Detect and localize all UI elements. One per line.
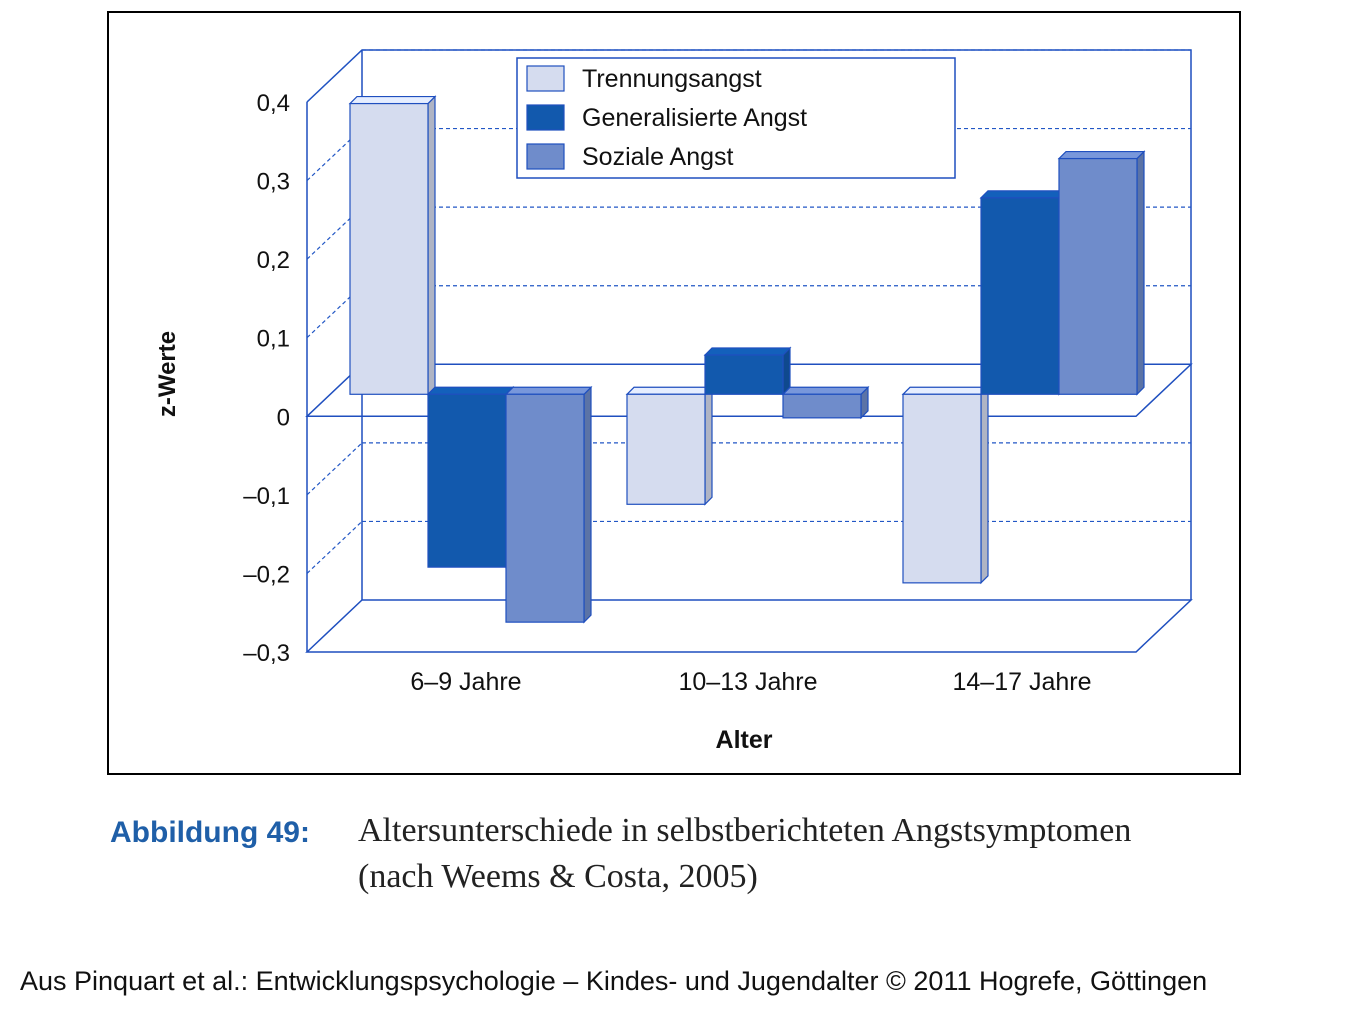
y-tick-label: 0,3	[257, 169, 290, 196]
y-tick-label: –0,2	[243, 561, 290, 588]
bar-front	[626, 393, 706, 505]
chart: 0,4 0,3 0,2 0,1 0 –0,1 –0,2 –0,3 6–9 Jahre 10–13…	[107, 11, 1241, 775]
legend-swatch	[526, 104, 565, 131]
legend-label: Soziale Angst	[582, 143, 734, 171]
caption-text-line1: Altersunterschiede in selbstberichteten …	[358, 812, 1132, 849]
y-tick-label: –0,3	[243, 640, 290, 667]
bar	[901, 385, 990, 585]
y-tick-label: 0	[277, 404, 290, 431]
bar-top	[979, 190, 1068, 199]
x-tick-label: 10–13 Jahre	[678, 668, 817, 696]
bar-top	[1057, 150, 1146, 160]
bar-front	[980, 197, 1060, 395]
source-credit: Aus Pinquart et al.: Entwicklungspsychol…	[20, 966, 1208, 996]
y-tick-label: 0,4	[257, 90, 290, 117]
y-tick-label: –0,1	[243, 483, 290, 510]
bar-front	[505, 393, 585, 623]
legend-swatch	[526, 65, 565, 92]
y-axis-ticks: 0,4 0,3 0,2 0,1 0 –0,1 –0,2 –0,3	[243, 90, 290, 667]
x-axis-ticks: 6–9 Jahre 10–13 Jahre 14–17 Jahre	[410, 668, 1091, 696]
x-axis-label: Alter	[716, 726, 773, 754]
bar-side	[427, 95, 436, 396]
bar-top	[504, 386, 593, 395]
y-axis-label: z-Werte	[154, 331, 181, 417]
grid-diagonal	[306, 520, 363, 574]
floor	[305, 599, 1193, 653]
bar	[625, 385, 714, 506]
bar-side	[704, 385, 713, 506]
legend-label: Generalisierte Angst	[582, 104, 807, 132]
bar	[348, 95, 437, 396]
y-tick-label: 0,1	[257, 326, 290, 353]
bar-top	[348, 95, 437, 105]
legend-box	[516, 57, 956, 179]
caption-label: Abbildung 49:	[110, 816, 310, 849]
bar-front	[704, 354, 784, 395]
bar	[504, 385, 593, 624]
bar-top	[426, 386, 515, 395]
legend-swatch	[526, 143, 565, 170]
bar-front	[349, 102, 429, 395]
bar	[979, 189, 1068, 396]
bar	[1057, 150, 1146, 396]
bar	[426, 385, 515, 569]
bar-top	[901, 386, 990, 395]
bar-top	[703, 347, 792, 356]
bar-side	[782, 346, 791, 396]
bar-front	[902, 393, 982, 584]
bars	[348, 95, 1146, 624]
bar-front	[427, 393, 507, 568]
grid-diagonal	[306, 442, 363, 496]
bar-front	[782, 393, 862, 419]
bar	[781, 385, 870, 420]
y-tick-label: 0,2	[257, 247, 290, 274]
x-tick-label: 14–17 Jahre	[952, 668, 1091, 696]
bar-top	[625, 386, 714, 395]
x-tick-label: 6–9 Jahre	[410, 668, 521, 696]
legend: Trennungsangst Generalisierte Angst Sozial…	[516, 57, 956, 179]
bar	[703, 346, 792, 396]
bar-side	[980, 385, 989, 585]
bar-side	[1136, 150, 1145, 396]
bar-front	[1058, 157, 1138, 395]
bar-side	[583, 385, 592, 624]
caption-text-line2: (nach Weems & Costa, 2005)	[358, 858, 758, 895]
legend-label: Trennungsangst	[582, 65, 762, 93]
bar-top	[781, 386, 870, 395]
grid-diagonal	[306, 49, 363, 103]
